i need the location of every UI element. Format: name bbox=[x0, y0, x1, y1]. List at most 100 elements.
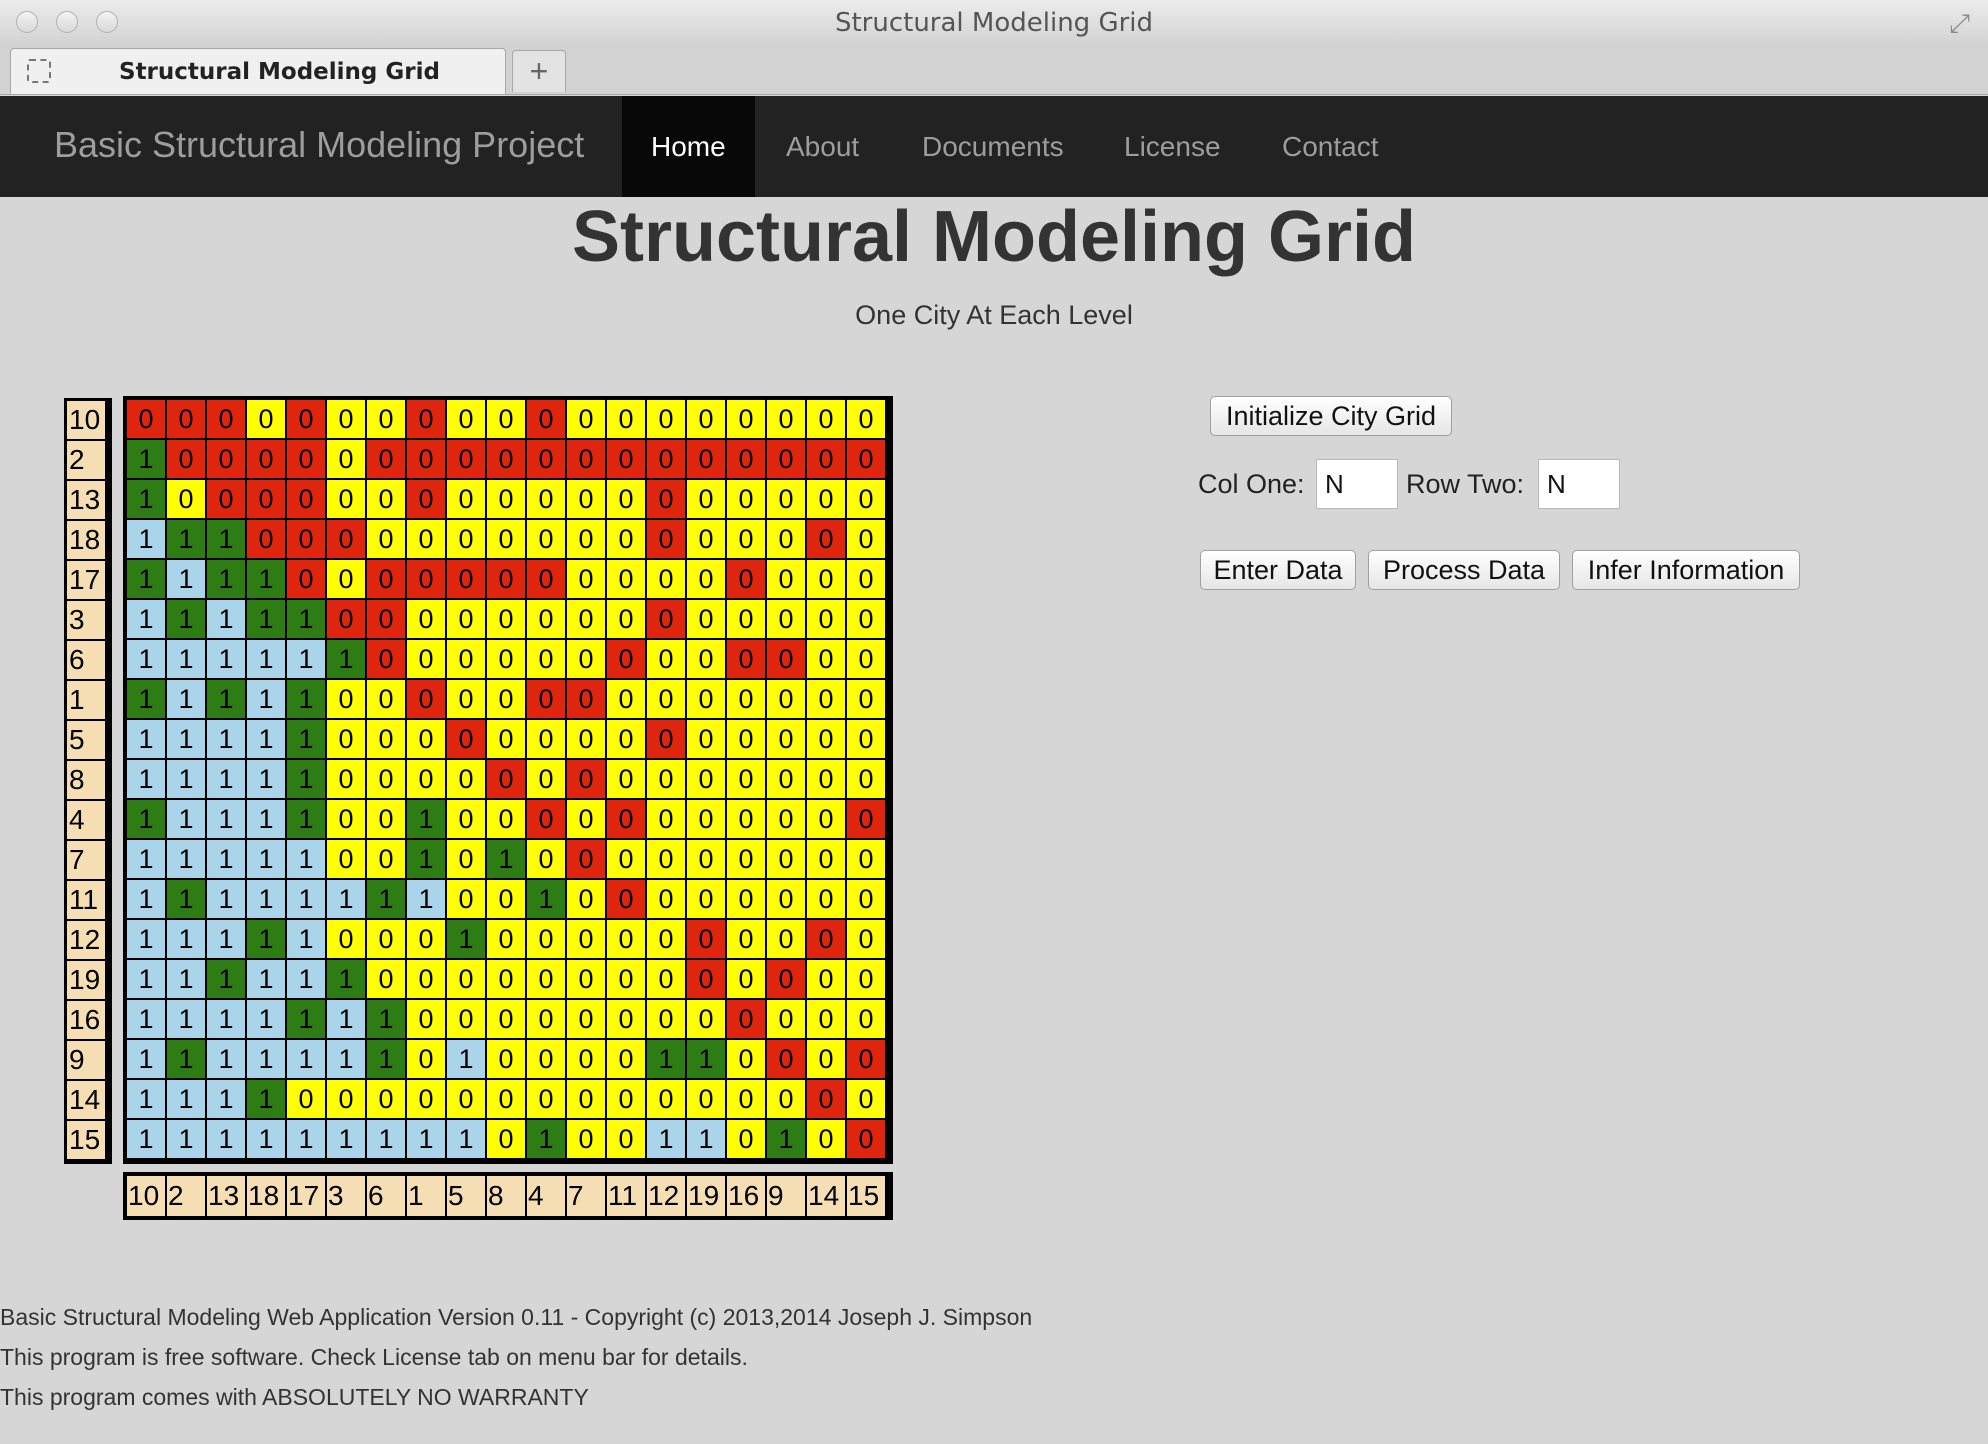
grid-cell[interactable]: 0 bbox=[767, 400, 805, 438]
grid-cell[interactable]: 0 bbox=[807, 800, 845, 838]
grid-cell[interactable]: 0 bbox=[407, 560, 445, 598]
grid-cell[interactable]: 0 bbox=[527, 800, 565, 838]
grid-cell[interactable]: 1 bbox=[167, 680, 205, 718]
grid-cell[interactable]: 1 bbox=[687, 1120, 725, 1158]
grid-cell[interactable]: 0 bbox=[407, 640, 445, 678]
grid-cell[interactable]: 0 bbox=[767, 920, 805, 958]
grid-cell[interactable]: 0 bbox=[847, 520, 885, 558]
grid-cell[interactable]: 0 bbox=[487, 1000, 525, 1038]
grid-cell[interactable]: 1 bbox=[167, 840, 205, 878]
grid-cell[interactable]: 0 bbox=[447, 640, 485, 678]
grid-cell[interactable]: 1 bbox=[287, 960, 325, 998]
grid-cell[interactable]: 0 bbox=[167, 440, 205, 478]
fullscreen-icon[interactable]: ⤢ bbox=[1949, 8, 1970, 38]
minimize-window-button[interactable] bbox=[56, 11, 78, 33]
grid-cell[interactable]: 0 bbox=[727, 400, 765, 438]
grid-cell[interactable]: 0 bbox=[687, 440, 725, 478]
grid-cell[interactable]: 1 bbox=[207, 1000, 245, 1038]
grid-cell[interactable]: 1 bbox=[167, 760, 205, 798]
grid-cell[interactable]: 0 bbox=[447, 600, 485, 638]
grid-cell[interactable]: 1 bbox=[447, 1040, 485, 1078]
grid-cell[interactable]: 0 bbox=[487, 720, 525, 758]
grid-cell[interactable]: 0 bbox=[687, 1080, 725, 1118]
grid-cell[interactable]: 0 bbox=[567, 680, 605, 718]
grid-cell[interactable]: 0 bbox=[847, 1120, 885, 1158]
grid-cell[interactable]: 1 bbox=[207, 720, 245, 758]
grid-cell[interactable]: 0 bbox=[767, 880, 805, 918]
grid-cell[interactable]: 0 bbox=[767, 960, 805, 998]
grid-cell[interactable]: 1 bbox=[327, 1120, 365, 1158]
grid-cell[interactable]: 1 bbox=[287, 640, 325, 678]
grid-cell[interactable]: 0 bbox=[647, 480, 685, 518]
grid-cell[interactable]: 1 bbox=[287, 1000, 325, 1038]
grid-cell[interactable]: 1 bbox=[287, 920, 325, 958]
grid-cell[interactable]: 0 bbox=[607, 480, 645, 518]
grid-cell[interactable]: 0 bbox=[687, 1000, 725, 1038]
grid-cell[interactable]: 0 bbox=[367, 400, 405, 438]
browser-tab[interactable]: Structural Modeling Grid bbox=[10, 48, 506, 94]
grid-cell[interactable]: 0 bbox=[487, 1040, 525, 1078]
grid-cell[interactable]: 0 bbox=[287, 520, 325, 558]
grid-cell[interactable]: 1 bbox=[247, 1080, 285, 1118]
grid-cell[interactable]: 1 bbox=[247, 1000, 285, 1038]
grid-cell[interactable]: 0 bbox=[287, 560, 325, 598]
grid-cell[interactable]: 1 bbox=[207, 880, 245, 918]
grid-cell[interactable]: 0 bbox=[327, 840, 365, 878]
brand-link[interactable]: Basic Structural Modeling Project bbox=[54, 124, 585, 165]
grid-cell[interactable]: 0 bbox=[167, 400, 205, 438]
grid-cell[interactable]: 0 bbox=[527, 1040, 565, 1078]
grid-cell[interactable]: 0 bbox=[407, 520, 445, 558]
grid-cell[interactable]: 0 bbox=[767, 440, 805, 478]
grid-cell[interactable]: 0 bbox=[807, 760, 845, 798]
grid-cell[interactable]: 0 bbox=[127, 400, 165, 438]
grid-cell[interactable]: 1 bbox=[127, 880, 165, 918]
grid-cell[interactable]: 0 bbox=[687, 400, 725, 438]
grid-cell[interactable]: 0 bbox=[727, 760, 765, 798]
grid-cell[interactable]: 0 bbox=[407, 960, 445, 998]
zoom-window-button[interactable] bbox=[96, 11, 118, 33]
grid-cell[interactable]: 0 bbox=[487, 680, 525, 718]
grid-cell[interactable]: 1 bbox=[287, 840, 325, 878]
grid-cell[interactable]: 0 bbox=[447, 480, 485, 518]
grid-cell[interactable]: 1 bbox=[127, 440, 165, 478]
grid-cell[interactable]: 0 bbox=[207, 400, 245, 438]
grid-cell[interactable]: 0 bbox=[727, 1000, 765, 1038]
grid-cell[interactable]: 1 bbox=[287, 880, 325, 918]
grid-cell[interactable]: 1 bbox=[207, 640, 245, 678]
grid-cell[interactable]: 0 bbox=[647, 1080, 685, 1118]
grid-cell[interactable]: 1 bbox=[127, 480, 165, 518]
grid-cell[interactable]: 0 bbox=[527, 920, 565, 958]
grid-cell[interactable]: 0 bbox=[367, 720, 405, 758]
grid-cell[interactable]: 0 bbox=[567, 600, 605, 638]
grid-cell[interactable]: 0 bbox=[647, 960, 685, 998]
grid-cell[interactable]: 0 bbox=[327, 1080, 365, 1118]
grid-cell[interactable]: 0 bbox=[767, 720, 805, 758]
initialize-grid-button[interactable]: Initialize City Grid bbox=[1210, 396, 1452, 436]
grid-cell[interactable]: 1 bbox=[247, 800, 285, 838]
grid-cell[interactable]: 0 bbox=[807, 440, 845, 478]
grid-cell[interactable]: 1 bbox=[527, 1120, 565, 1158]
grid-cell[interactable]: 0 bbox=[767, 760, 805, 798]
grid-cell[interactable]: 0 bbox=[447, 440, 485, 478]
grid-cell[interactable]: 1 bbox=[327, 1040, 365, 1078]
grid-cell[interactable]: 0 bbox=[647, 600, 685, 638]
grid-cell[interactable]: 1 bbox=[167, 880, 205, 918]
grid-cell[interactable]: 1 bbox=[327, 640, 365, 678]
grid-cell[interactable]: 0 bbox=[647, 1000, 685, 1038]
grid-cell[interactable]: 0 bbox=[607, 960, 645, 998]
grid-cell[interactable]: 0 bbox=[567, 1000, 605, 1038]
grid-cell[interactable]: 0 bbox=[487, 480, 525, 518]
grid-cell[interactable]: 0 bbox=[687, 960, 725, 998]
grid-cell[interactable]: 0 bbox=[287, 400, 325, 438]
grid-cell[interactable]: 0 bbox=[607, 400, 645, 438]
grid-cell[interactable]: 0 bbox=[447, 960, 485, 998]
nav-home[interactable]: Home bbox=[622, 96, 755, 197]
enter-data-button[interactable]: Enter Data bbox=[1200, 550, 1356, 590]
grid-cell[interactable]: 1 bbox=[127, 1080, 165, 1118]
grid-cell[interactable]: 0 bbox=[327, 520, 365, 558]
grid-cell[interactable]: 0 bbox=[567, 1080, 605, 1118]
grid-cell[interactable]: 1 bbox=[207, 600, 245, 638]
grid-cell[interactable]: 1 bbox=[327, 880, 365, 918]
grid-cell[interactable]: 0 bbox=[647, 720, 685, 758]
grid-cell[interactable]: 0 bbox=[567, 440, 605, 478]
